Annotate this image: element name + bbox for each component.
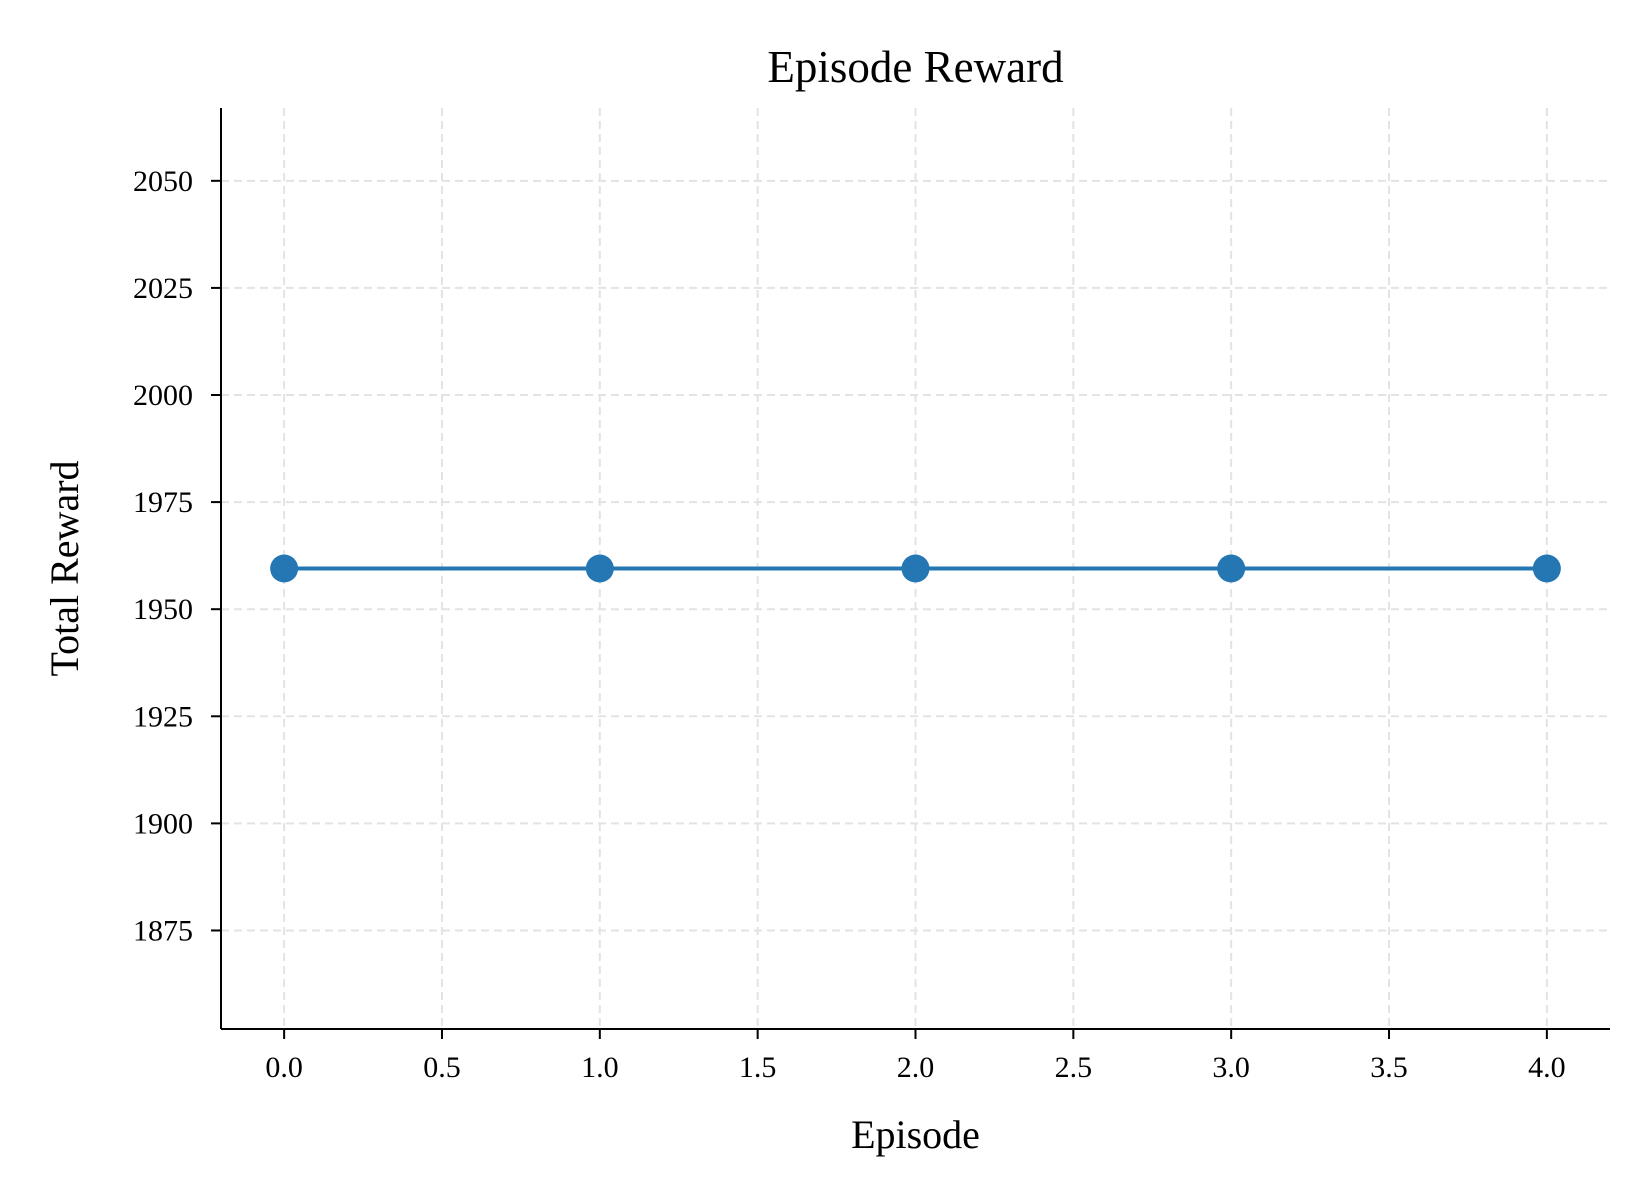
- y-tick-label-5: 2000: [133, 379, 193, 412]
- y-tick-label-4: 1975: [133, 486, 193, 519]
- data-series: [270, 554, 1561, 583]
- y-tick-label-0: 1875: [133, 914, 193, 947]
- y-tick-label-3: 1950: [133, 593, 193, 626]
- x-tick-label-4: 2.0: [897, 1051, 935, 1084]
- x-tick-label-5: 2.5: [1055, 1051, 1093, 1084]
- data-point-0-4: [1532, 554, 1561, 583]
- x-tick-label-3: 1.5: [739, 1051, 777, 1084]
- x-tick-label-0: 0.0: [265, 1051, 303, 1084]
- x-axis-ticks: 0.0 0.5 1.0 1.5 2.0 2.5 3.0 3.5 4.0: [265, 1029, 1566, 1084]
- x-tick-label-8: 4.0: [1528, 1051, 1566, 1084]
- y-tick-label-1: 1900: [133, 807, 193, 840]
- y-axis-title: Total Reward: [42, 460, 87, 676]
- x-tick-label-6: 3.0: [1212, 1051, 1250, 1084]
- chart-title: Episode Reward: [767, 42, 1063, 92]
- x-tick-label-1: 0.5: [423, 1051, 461, 1084]
- data-point-0-0: [270, 554, 299, 583]
- x-axis-title: Episode: [851, 1112, 980, 1157]
- data-point-0-1: [585, 554, 614, 583]
- x-tick-label-7: 3.5: [1370, 1051, 1408, 1084]
- y-axis-ticks: 1875 1900 1925 1950 1975 2000 2025 2050: [133, 165, 221, 947]
- y-tick-label-2: 1925: [133, 700, 193, 733]
- y-tick-label-7: 2050: [133, 165, 193, 198]
- y-tick-label-6: 2025: [133, 272, 193, 305]
- x-tick-label-2: 1.0: [581, 1051, 619, 1084]
- data-point-0-3: [1217, 554, 1246, 583]
- data-point-0-2: [901, 554, 930, 583]
